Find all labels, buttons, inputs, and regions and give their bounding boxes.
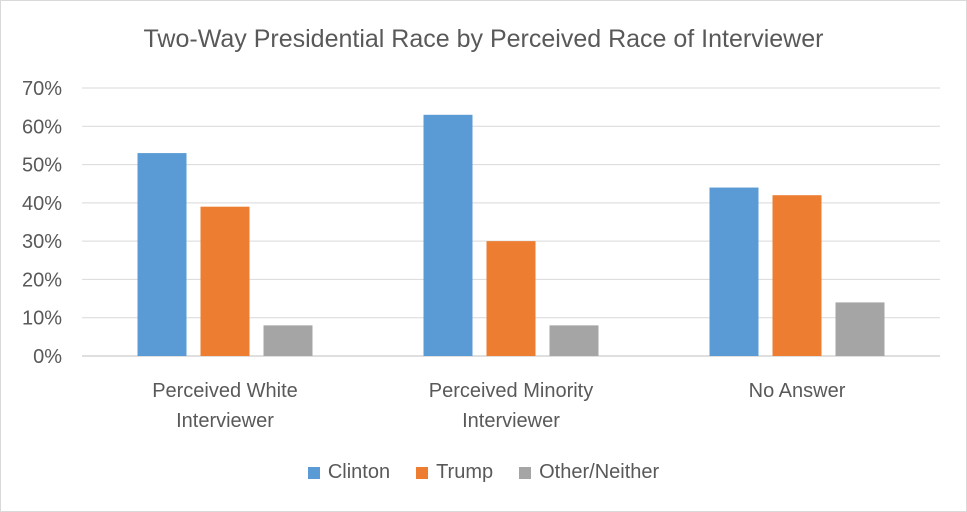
bar-clinton — [137, 153, 187, 356]
x-tick-label: Perceived Minority — [429, 380, 594, 402]
bar-other-neither — [263, 325, 313, 356]
bar-clinton — [423, 114, 473, 356]
bar-other-neither — [835, 302, 885, 356]
y-tick-label: 20% — [22, 269, 62, 291]
y-tick-label: 40% — [22, 193, 62, 215]
x-tick-label: Interviewer — [176, 410, 274, 432]
bar-other-neither — [549, 325, 599, 356]
bar-trump — [200, 206, 250, 356]
legend-item: Other/Neither — [519, 461, 659, 484]
y-tick-label: 30% — [22, 231, 62, 253]
chart-legend: Clinton Trump Other/Neither — [1, 461, 966, 484]
legend-item: Clinton — [307, 461, 391, 484]
bar-clinton — [709, 187, 759, 356]
x-tick-label: No Answer — [749, 380, 846, 402]
bar-trump — [772, 195, 822, 356]
y-tick-label: 60% — [22, 116, 62, 138]
y-tick-label: 10% — [22, 308, 62, 330]
chart-title: Two-Way Presidential Race by Perceived R… — [143, 25, 824, 53]
legend-label: Other/Neither — [539, 461, 660, 483]
y-tick-label: 0% — [33, 346, 62, 368]
x-tick-label: Interviewer — [462, 410, 560, 432]
legend-label: Trump — [436, 461, 494, 483]
legend-swatch — [416, 466, 429, 479]
x-tick-label: Perceived White — [152, 380, 298, 402]
y-tick-label: 70% — [22, 78, 62, 100]
legend-label: Clinton — [327, 461, 391, 483]
bar-trump — [486, 241, 536, 356]
legend-swatch — [519, 466, 532, 479]
legend-item: Trump — [416, 461, 493, 484]
legend-swatch — [307, 466, 320, 479]
y-tick-label: 50% — [22, 155, 62, 177]
